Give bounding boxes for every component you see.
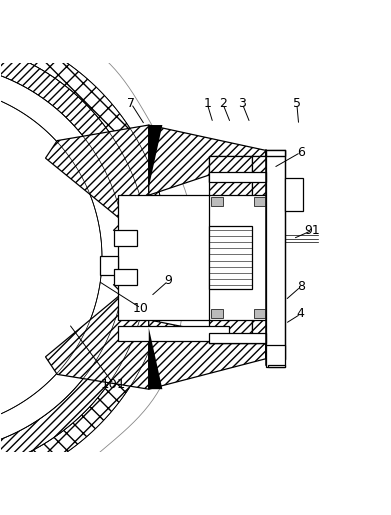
Bar bbox=[265, 345, 285, 367]
Polygon shape bbox=[149, 328, 162, 389]
Bar bbox=[265, 150, 285, 359]
Bar bbox=[100, 255, 118, 275]
Bar bbox=[118, 195, 209, 320]
Bar bbox=[209, 226, 252, 289]
Text: 1: 1 bbox=[203, 97, 211, 110]
Bar bbox=[285, 178, 303, 211]
Polygon shape bbox=[45, 290, 149, 389]
Polygon shape bbox=[209, 156, 265, 181]
Text: 4: 4 bbox=[297, 307, 305, 320]
Text: 6: 6 bbox=[297, 146, 305, 159]
Bar bbox=[209, 334, 265, 343]
Bar bbox=[265, 150, 285, 156]
Polygon shape bbox=[209, 156, 252, 195]
Polygon shape bbox=[252, 156, 265, 195]
Polygon shape bbox=[0, 28, 168, 487]
Bar bbox=[254, 309, 265, 318]
Bar bbox=[114, 269, 137, 285]
Text: 8: 8 bbox=[297, 280, 305, 293]
Text: 9: 9 bbox=[164, 274, 172, 287]
Text: 10: 10 bbox=[133, 302, 149, 315]
Text: 5: 5 bbox=[293, 97, 301, 110]
Text: 101: 101 bbox=[101, 377, 126, 390]
Polygon shape bbox=[0, 70, 126, 445]
Bar bbox=[118, 325, 229, 341]
Bar bbox=[211, 309, 223, 318]
Polygon shape bbox=[209, 320, 252, 343]
Bar bbox=[267, 365, 285, 367]
Polygon shape bbox=[149, 125, 265, 195]
Text: 3: 3 bbox=[239, 97, 246, 110]
Text: 7: 7 bbox=[127, 97, 135, 110]
Bar bbox=[209, 172, 265, 181]
Bar bbox=[211, 197, 223, 206]
Polygon shape bbox=[0, 47, 149, 468]
Text: 91: 91 bbox=[305, 224, 320, 237]
Bar bbox=[114, 230, 137, 246]
Text: 2: 2 bbox=[219, 97, 227, 110]
Polygon shape bbox=[149, 125, 162, 187]
Bar bbox=[254, 197, 265, 206]
Polygon shape bbox=[149, 320, 265, 389]
Polygon shape bbox=[209, 334, 265, 343]
Polygon shape bbox=[45, 125, 149, 223]
Polygon shape bbox=[252, 320, 265, 343]
